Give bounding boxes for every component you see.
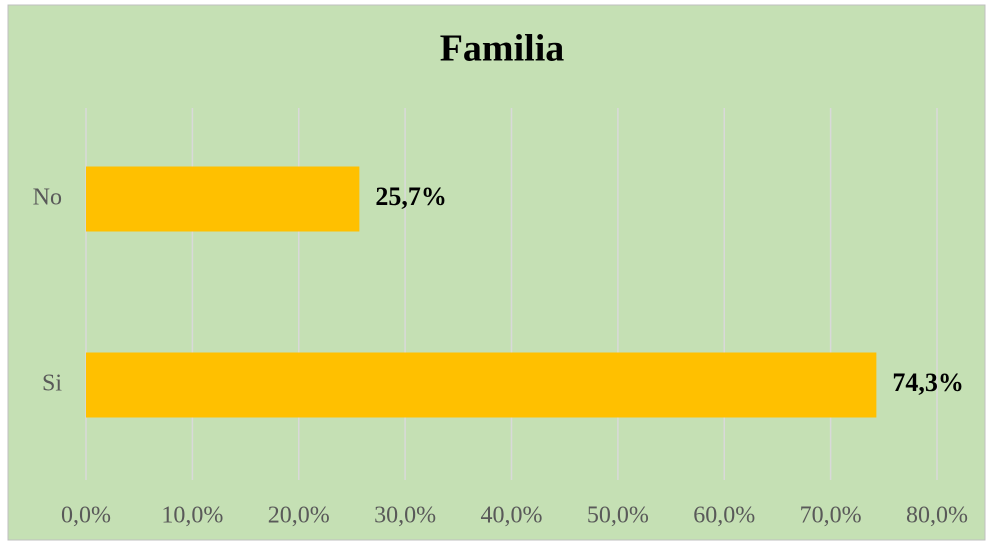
y-tick-label: Si (42, 371, 62, 397)
x-tick-label: 10,0% (161, 503, 223, 529)
x-tick-label: 60,0% (693, 503, 755, 529)
x-tick-label: 20,0% (268, 503, 330, 529)
bar (86, 352, 877, 418)
x-tick-label: 30,0% (374, 503, 436, 529)
x-tick-label: 50,0% (587, 503, 649, 529)
chart-background (7, 4, 986, 541)
bar (86, 166, 360, 232)
x-tick-label: 0,0% (61, 503, 111, 529)
x-tick-label: 40,0% (481, 503, 543, 529)
data-label: 25,7% (375, 182, 447, 211)
x-tick-label: 80,0% (906, 503, 968, 529)
chart-title: Familia (440, 28, 565, 70)
data-label: 74,3% (892, 368, 964, 397)
y-tick-label: No (33, 185, 62, 211)
x-tick-label: 70,0% (800, 503, 862, 529)
